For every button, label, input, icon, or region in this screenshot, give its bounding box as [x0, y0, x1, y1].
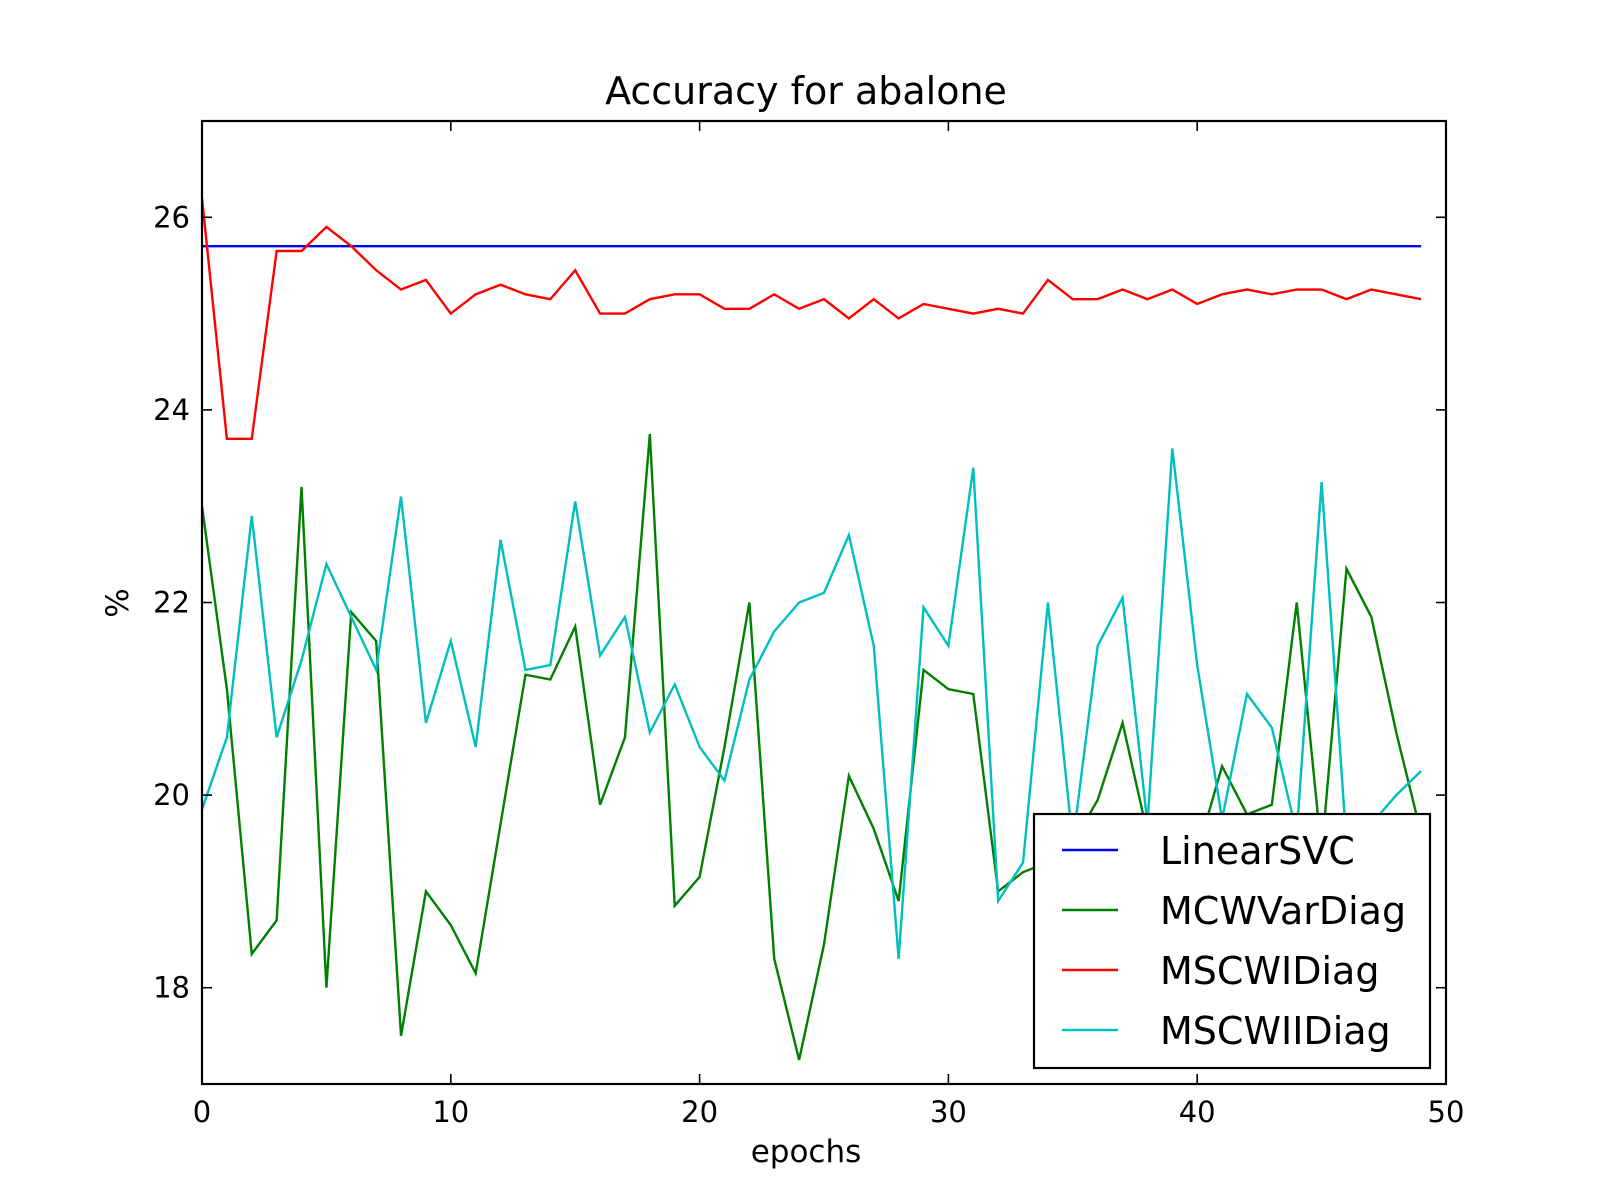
x-tick-label: 40 — [1179, 1095, 1216, 1129]
legend-label-mscwiidiag: MSCWIIDiag — [1160, 1009, 1391, 1053]
y-tick-label: 26 — [153, 200, 190, 234]
chart-title: Accuracy for abalone — [605, 69, 1007, 113]
series-layer — [202, 197, 1423, 1061]
x-tick-label: 10 — [432, 1095, 469, 1129]
series-line-mcwvardiag — [202, 433, 1423, 1061]
legend-label-linearsvc: LinearSVC — [1160, 829, 1355, 873]
y-axis-label: % — [100, 588, 136, 617]
series-line-mscwidiag — [202, 197, 1422, 440]
y-tick-label: 24 — [153, 393, 190, 427]
axes-layer: 0 10 20 30 40 50 18 20 22 24 26 — [153, 119, 1465, 1129]
legend-label-mcwvardiag: MCWVarDiag — [1160, 889, 1406, 933]
x-axis-label: epochs — [751, 1134, 862, 1170]
x-tick-label: 20 — [681, 1095, 718, 1129]
legend: LinearSVC MCWVarDiag MSCWIDiag MSCWIIDiag — [1032, 812, 1432, 1070]
x-tick-label: 30 — [930, 1095, 967, 1129]
series-line-mscwiidiag — [202, 448, 1422, 959]
legend-box — [1032, 812, 1432, 1070]
x-tick-label: 0 — [193, 1095, 211, 1129]
y-tick-label: 18 — [153, 971, 190, 1005]
y-tick-label: 20 — [153, 778, 190, 812]
x-tick-label: 50 — [1428, 1095, 1465, 1129]
legend-label-mscwidiag: MSCWIDiag — [1160, 949, 1379, 993]
y-tick-label: 22 — [153, 586, 190, 620]
